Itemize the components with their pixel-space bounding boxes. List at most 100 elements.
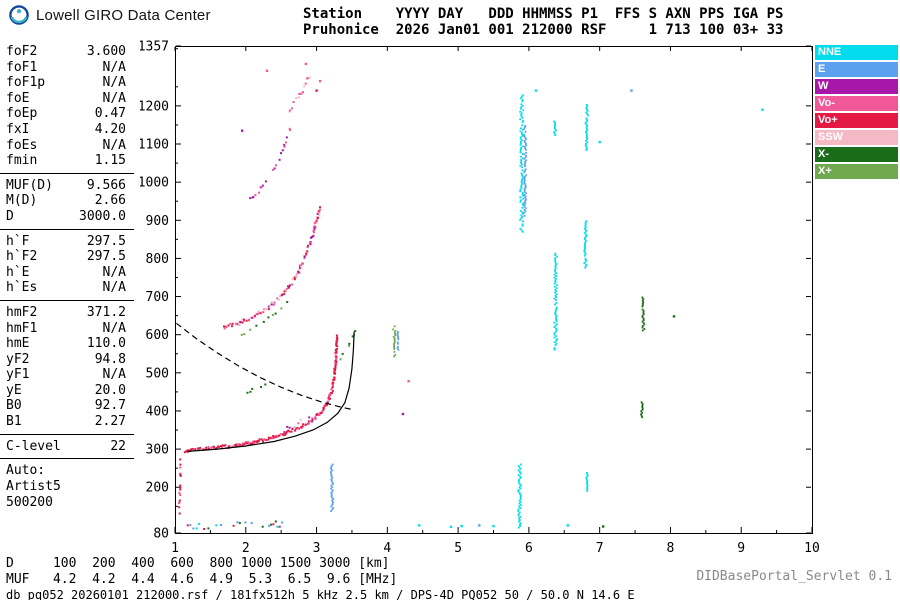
- profile-curve: [187, 331, 355, 452]
- svg-text:800: 800: [146, 252, 169, 267]
- param-label: yF2: [6, 351, 30, 367]
- param-label: foF1p: [6, 75, 46, 91]
- param-label: h`E: [6, 264, 30, 280]
- param-value: 3.600: [86, 44, 126, 59]
- param-row: fmin 1.15: [6, 153, 126, 169]
- profile-curves: [176, 322, 355, 452]
- logo-text: Lowell GIRO Data Center: [36, 6, 211, 24]
- legend-item-NNE: NNE: [815, 45, 898, 60]
- param-row: hmF2 371.2: [6, 305, 126, 321]
- svg-text:10: 10: [804, 541, 820, 552]
- param-value: N/A: [102, 137, 126, 153]
- param-row: foE N/A: [6, 91, 126, 107]
- param-value: 297.5: [86, 249, 126, 265]
- svg-text:200: 200: [146, 481, 169, 496]
- legend-label: SSW: [818, 131, 844, 143]
- param-label: h`F2: [6, 249, 38, 265]
- svg-text:700: 700: [146, 290, 169, 305]
- echo-dots: [178, 62, 764, 530]
- param-row: D 3000.0: [6, 209, 126, 225]
- param-row: h`F 297.5: [6, 234, 126, 250]
- giro-logo: Lowell GIRO Data Center: [8, 4, 211, 26]
- plot-frame: 1 2 3 4 5 6 7 8 9 10 1357 1200 1100 1000 900 800 700 600 5…: [140, 40, 820, 553]
- status-line: db pq052 20260101 212000.rsf / 181fx512h…: [6, 588, 635, 600]
- param-label: yE: [6, 382, 22, 398]
- param-row: foF1p N/A: [6, 75, 126, 91]
- param-row: foEp 0.47: [6, 106, 126, 122]
- legend-label: X+: [818, 165, 832, 177]
- svg-text:5: 5: [454, 541, 462, 552]
- param-label: M(D): [6, 193, 38, 209]
- svg-text:1200: 1200: [140, 99, 169, 114]
- param-row: C-level 22: [6, 439, 126, 455]
- param-row: foF2 3.600: [6, 44, 126, 60]
- param-row: foF1 N/A: [6, 60, 126, 76]
- param-row: MUF(D) 9.566: [6, 178, 126, 194]
- svg-text:7: 7: [596, 541, 604, 552]
- param-value: N/A: [102, 264, 126, 280]
- param-row: foEs N/A: [6, 138, 126, 154]
- param-row: B1 2.27: [6, 414, 126, 430]
- svg-text:3: 3: [313, 541, 321, 552]
- param-value: N/A: [102, 59, 126, 75]
- param-value: 4.20: [94, 121, 126, 137]
- param-value: 20.0: [94, 382, 126, 398]
- param-value: N/A: [102, 320, 126, 336]
- auto-line: 500200: [6, 494, 53, 510]
- giro-logo-icon: [9, 5, 29, 25]
- param-label: fxI: [6, 121, 30, 137]
- param-row: B0 92.7: [6, 398, 126, 414]
- svg-text:300: 300: [146, 443, 169, 458]
- svg-text:9: 9: [737, 541, 745, 552]
- param-value: 0.47: [94, 106, 126, 122]
- legend-item-E: E: [815, 62, 898, 77]
- param-row: hmE 110.0: [6, 336, 126, 352]
- param-row: h`Es N/A: [6, 280, 126, 296]
- svg-text:400: 400: [146, 404, 169, 419]
- svg-text:600: 600: [146, 328, 169, 343]
- param-row: yF2 94.8: [6, 352, 126, 368]
- svg-text:80: 80: [153, 527, 169, 542]
- param-value: N/A: [102, 75, 126, 91]
- auto-line: Artist5: [6, 479, 61, 495]
- param-label: foEp: [6, 106, 38, 122]
- param-value: 2.66: [94, 193, 126, 209]
- servlet-version: DIDBasePortal_Servlet 0.1: [696, 569, 892, 584]
- legend-item-Vo-: Vo-: [815, 96, 898, 111]
- param-row: yE 20.0: [6, 383, 126, 399]
- legend-label: Vo+: [818, 114, 838, 126]
- param-label: yF1: [6, 367, 30, 383]
- legend-label: X-: [818, 148, 829, 160]
- transmission-curve-curve: [176, 322, 353, 410]
- auto-line: Auto:: [6, 463, 46, 479]
- svg-text:500: 500: [146, 366, 169, 381]
- param-value: 1.15: [94, 153, 126, 169]
- param-label: foEs: [6, 137, 38, 153]
- param-value: 9.566: [86, 177, 126, 193]
- header-values: Pruhonice 2026 Jan01 001 212000 RSF 1 71…: [303, 22, 784, 38]
- param-label: D: [6, 208, 14, 224]
- d-row: D 100 200 400 600 800 1000 1500 3000 [km…: [6, 556, 390, 571]
- param-label: B1: [6, 414, 22, 430]
- param-value: 3000.0: [79, 208, 126, 224]
- param-row: yF1 N/A: [6, 367, 126, 383]
- param-value: 110.0: [86, 336, 126, 352]
- param-value: N/A: [102, 367, 126, 383]
- legend-item-Vo+: Vo+: [815, 113, 898, 128]
- svg-text:1100: 1100: [140, 138, 169, 153]
- ionogram-plot: 1 2 3 4 5 6 7 8 9 10 1357 1200 1100 1000 900 800 700 600 5…: [140, 40, 820, 553]
- muf-row: MUF 4.2 4.2 4.4 4.6 4.9 5.3 6.5 9.6 [MHz…: [6, 572, 398, 587]
- separator: [0, 458, 134, 460]
- param-row: M(D) 2.66: [6, 193, 126, 209]
- legend-label: W: [818, 80, 829, 92]
- svg-text:1: 1: [171, 541, 179, 552]
- param-label: h`Es: [6, 280, 38, 296]
- param-label: hmE: [6, 336, 30, 352]
- param-value: 2.27: [94, 414, 126, 430]
- param-value: N/A: [102, 90, 126, 106]
- separator: [0, 299, 134, 301]
- param-label: B0: [6, 398, 22, 414]
- legend-item-X+: X+: [815, 164, 898, 179]
- param-row: h`E N/A: [6, 265, 126, 281]
- param-label: foF1: [6, 59, 38, 75]
